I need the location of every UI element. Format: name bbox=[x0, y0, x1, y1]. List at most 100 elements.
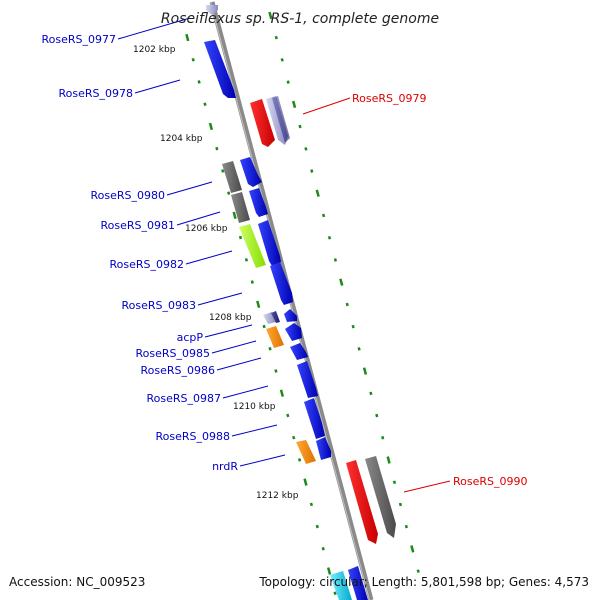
tick-mark bbox=[280, 58, 284, 62]
tick-mark bbox=[286, 80, 290, 84]
tick-mark bbox=[185, 33, 190, 42]
gene-label-RoseRS_0990[interactable]: RoseRS_0990 bbox=[453, 475, 528, 488]
tick-mark bbox=[416, 569, 420, 573]
tick-mark bbox=[274, 369, 278, 373]
tick-mark bbox=[398, 502, 403, 507]
gene-feature-nrdR-blue bbox=[316, 437, 331, 460]
tick-mark bbox=[268, 347, 272, 351]
gene-label-acpP[interactable]: acpP bbox=[177, 331, 204, 344]
gene-feature-0979-red bbox=[250, 99, 275, 147]
gene-label-RoseRS_0988[interactable]: RoseRS_0988 bbox=[156, 430, 231, 443]
right-gene-labels: RoseRS_0979 RoseRS_0990 bbox=[352, 92, 528, 488]
gene-feature-0985 bbox=[285, 323, 302, 341]
tick-mark bbox=[291, 100, 297, 109]
gene-label-RoseRS_0985[interactable]: RoseRS_0985 bbox=[136, 347, 211, 360]
tick-mark bbox=[227, 191, 231, 195]
gene-label-RoseRS_0979[interactable]: RoseRS_0979 bbox=[352, 92, 427, 105]
tick-mark bbox=[304, 147, 308, 151]
gene-feature-0990-gray bbox=[365, 456, 396, 538]
kbp-labels: 1202 kbp 1204 kbp 1206 kbp 1208 kbp 1210… bbox=[133, 45, 299, 501]
tick-mark bbox=[357, 347, 361, 351]
tick-mark bbox=[303, 478, 308, 486]
tick-mark bbox=[262, 324, 266, 329]
tick-marks bbox=[185, 11, 420, 595]
tick-mark bbox=[268, 11, 273, 20]
tick-mark bbox=[321, 546, 325, 551]
tick-mark bbox=[326, 567, 332, 575]
gene-label-RoseRS_0981[interactable]: RoseRS_0981 bbox=[101, 219, 176, 232]
gene-label-RoseRS_0982[interactable]: RoseRS_0982 bbox=[110, 258, 185, 271]
gene-feature-0987 bbox=[297, 361, 318, 398]
kbp-label-1208: 1208 kbp bbox=[209, 313, 252, 323]
gene-feature-0980-blue bbox=[240, 157, 262, 187]
kbp-label-1202: 1202 kbp bbox=[133, 45, 176, 55]
gene-label-RoseRS_0980[interactable]: RoseRS_0980 bbox=[91, 189, 166, 202]
gene-label-RoseRS_0983[interactable]: RoseRS_0983 bbox=[122, 299, 197, 312]
tick-mark bbox=[298, 124, 302, 129]
tick-mark bbox=[297, 458, 302, 462]
tick-mark bbox=[250, 280, 254, 284]
gene-feature-0982-blue bbox=[258, 220, 281, 266]
tick-mark bbox=[279, 389, 285, 397]
gene-feature-acpP bbox=[266, 326, 284, 348]
tick-mark bbox=[309, 502, 314, 507]
gene-feature-0983 bbox=[270, 262, 293, 305]
tick-mark bbox=[221, 169, 225, 173]
label-leaders bbox=[117, 17, 451, 493]
tick-mark bbox=[244, 258, 249, 262]
gene-label-nrdR[interactable]: nrdR bbox=[212, 460, 238, 473]
gene-feature-0984-navy bbox=[271, 311, 280, 323]
tick-mark bbox=[310, 169, 314, 173]
tick-mark bbox=[315, 524, 319, 529]
tick-mark bbox=[191, 57, 195, 62]
gene-feature-0982-lime bbox=[239, 224, 266, 268]
gene-feature-0981-blue bbox=[249, 188, 268, 217]
tick-mark bbox=[327, 235, 332, 240]
gene-label-RoseRS_0977[interactable]: RoseRS_0977 bbox=[42, 33, 117, 46]
map-title: Roseiflexus sp. RS-1, complete genome bbox=[161, 11, 439, 27]
tick-mark bbox=[333, 591, 337, 595]
accession-text: Accession: NC_009523 bbox=[9, 575, 145, 589]
tick-mark bbox=[404, 524, 408, 529]
gene-feature-0981-gray bbox=[231, 192, 250, 223]
tick-mark bbox=[381, 435, 385, 440]
kbp-label-1212: 1212 kbp bbox=[256, 491, 299, 501]
tick-mark bbox=[315, 189, 320, 197]
tick-mark bbox=[339, 278, 344, 286]
gene-label-RoseRS_0987[interactable]: RoseRS_0987 bbox=[147, 392, 222, 405]
gene-feature-0978 bbox=[204, 40, 236, 98]
tick-mark bbox=[375, 413, 379, 418]
tick-mark bbox=[345, 302, 349, 307]
gene-feature-0977 bbox=[206, 5, 218, 15]
tick-mark bbox=[208, 122, 214, 131]
tick-mark bbox=[238, 235, 243, 240]
left-gene-labels: RoseRS_0977 RoseRS_0978 RoseRS_0980 Rose… bbox=[42, 33, 239, 473]
tick-mark bbox=[256, 300, 261, 309]
tick-mark bbox=[386, 456, 391, 464]
gene-label-RoseRS_0986[interactable]: RoseRS_0986 bbox=[141, 364, 216, 377]
gene-feature-0986 bbox=[290, 343, 308, 360]
kbp-label-1206: 1206 kbp bbox=[185, 224, 228, 234]
kbp-label-1210: 1210 kbp bbox=[233, 402, 276, 412]
tick-mark bbox=[203, 102, 207, 107]
gene-label-RoseRS_0978[interactable]: RoseRS_0978 bbox=[59, 87, 134, 100]
tick-mark bbox=[351, 324, 355, 329]
gene-feature-nrdR-orange bbox=[296, 440, 316, 464]
gene-feature-0979-navy bbox=[272, 96, 290, 143]
topology-text: Topology: circular; Length: 5,801,598 bp… bbox=[258, 575, 589, 589]
gene-feature-0980-gray bbox=[222, 161, 242, 193]
tick-mark bbox=[274, 35, 278, 40]
tick-mark bbox=[392, 480, 397, 485]
gene-features bbox=[204, 5, 396, 600]
tick-mark bbox=[286, 413, 290, 418]
tick-mark bbox=[369, 391, 373, 396]
gene-feature-0988 bbox=[304, 398, 325, 439]
kbp-label-1204: 1204 kbp bbox=[160, 134, 203, 144]
tick-mark bbox=[197, 80, 201, 84]
tick-mark bbox=[215, 146, 219, 151]
gene-feature-0990-red bbox=[346, 460, 378, 544]
tick-mark bbox=[232, 211, 237, 220]
gene-feature-0984-blue bbox=[284, 309, 297, 322]
tick-mark bbox=[333, 258, 338, 262]
gene-feature-next-blue bbox=[348, 566, 368, 600]
